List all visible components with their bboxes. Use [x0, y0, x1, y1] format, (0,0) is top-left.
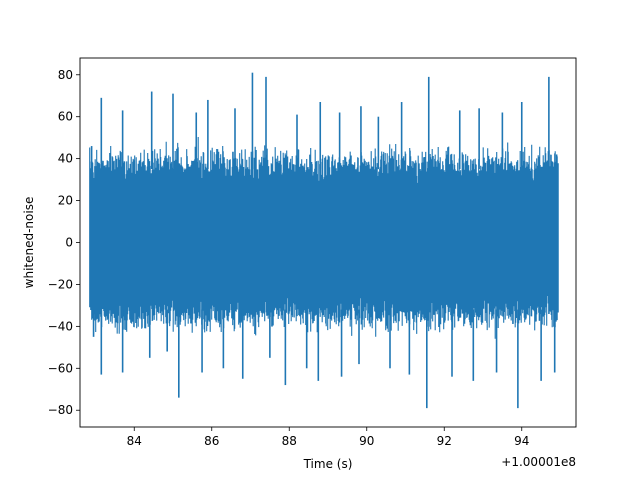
x-tick-label: 92	[437, 434, 452, 448]
x-tick-label: 86	[204, 434, 219, 448]
y-axis-label: whitened-noise	[22, 197, 36, 289]
y-axis: −80 −60 −40 −20 0 20 40 60 80	[48, 68, 80, 417]
y-tick-label: −40	[48, 319, 73, 333]
y-tick-label: −20	[48, 277, 73, 291]
y-tick-label: 60	[58, 110, 73, 124]
y-tick-label: 80	[58, 68, 73, 82]
noise-trace	[89, 72, 559, 409]
x-offset-label: +1.00001e8	[501, 455, 576, 469]
y-tick-label: 0	[65, 236, 73, 250]
y-tick-label: −80	[48, 403, 73, 417]
plot-area	[79, 57, 577, 428]
y-tick-label: 20	[58, 194, 73, 208]
x-tick-label: 94	[514, 434, 529, 448]
x-axis-label: Time (s)	[303, 457, 353, 471]
noise-trace-body	[89, 137, 559, 339]
x-axis: 84 86 88 90 92 94	[127, 427, 529, 448]
y-tick-label: 40	[58, 152, 73, 166]
x-tick-label: 90	[359, 434, 374, 448]
x-tick-label: 88	[282, 434, 297, 448]
y-tick-label: −60	[48, 361, 73, 375]
x-tick-label: 84	[127, 434, 142, 448]
